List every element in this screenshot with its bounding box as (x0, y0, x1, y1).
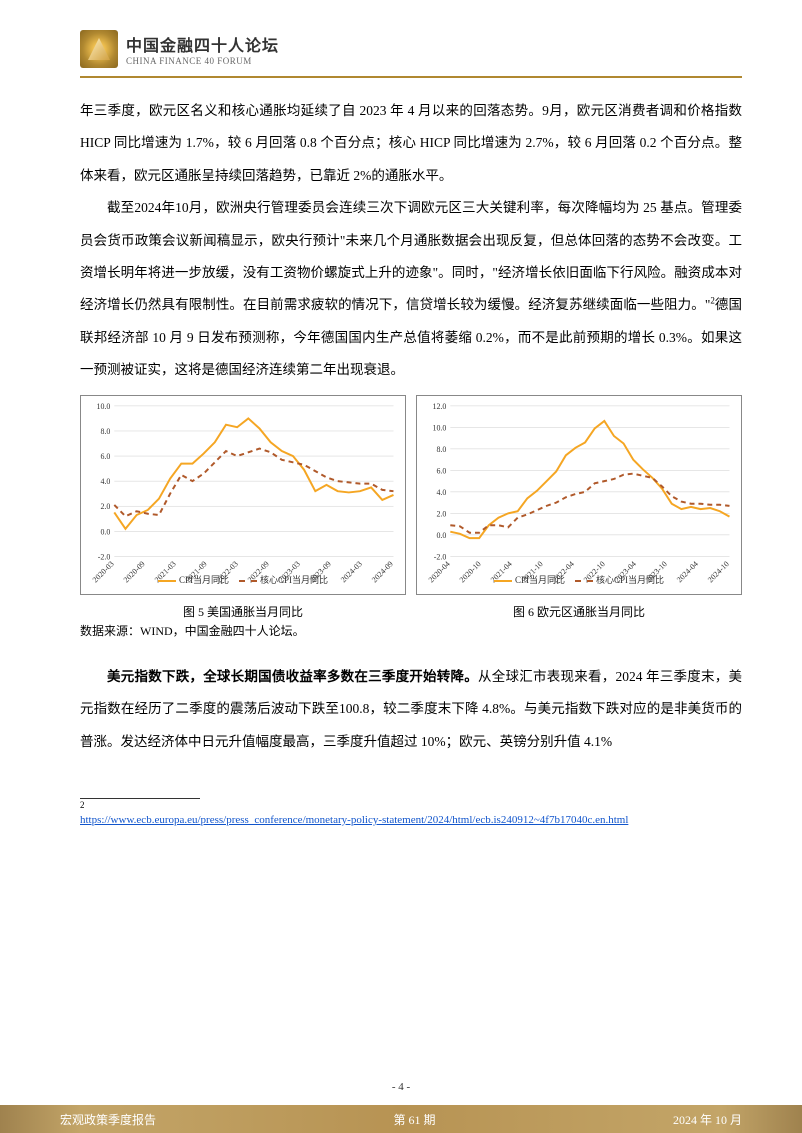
paragraph-2: 截至2024年10月，欧洲央行管理委员会连续三次下调欧元区三大关键利率，每次降幅… (80, 192, 742, 386)
page-footer: 宏观政策季度报告 第 61 期 2024 年 10 月 (0, 1105, 802, 1133)
page-header: 中国金融四十人论坛 CHINA FINANCE 40 FORUM (80, 30, 742, 78)
chart-6-legend: CPI当月同比 核心CPI当月同比 (417, 570, 741, 592)
chart-6-euro-inflation: -2.00.02.04.06.08.010.012.02020-042020-1… (416, 395, 742, 595)
logo-icon (80, 30, 118, 68)
legend-core-cpi: 核心CPI当月同比 (239, 570, 328, 592)
p3-lead: 美元指数下跌，全球长期国债收益率多数在三季度开始转降。 (107, 669, 478, 684)
page-number: - 4 - (0, 1081, 802, 1093)
svg-text:0.0: 0.0 (436, 530, 446, 539)
footer-left: 宏观政策季度报告 (60, 1111, 156, 1128)
svg-text:4.0: 4.0 (436, 487, 446, 496)
legend-cpi-6: CPI当月同比 (494, 570, 565, 592)
svg-text:4.0: 4.0 (100, 477, 110, 486)
footnote-number: 2 (80, 799, 742, 812)
legend-cpi: CPI当月同比 (158, 570, 229, 592)
svg-text:0.0: 0.0 (100, 527, 110, 536)
legend-core-cpi-6: 核心CPI当月同比 (575, 570, 664, 592)
svg-text:8.0: 8.0 (436, 444, 446, 453)
paragraph-3: 美元指数下跌，全球长期国债收益率多数在三季度开始转降。从全球汇市表现来看，202… (80, 661, 742, 758)
p2-part-a: 截至2024年10月，欧洲央行管理委员会连续三次下调欧元区三大关键利率，每次降幅… (80, 200, 742, 312)
svg-text:8.0: 8.0 (100, 426, 110, 435)
chart-5-caption: 图 5 美国通胀当月同比 (80, 603, 406, 622)
chart-5-us-inflation: -2.00.02.04.06.08.010.02020-032020-09202… (80, 395, 406, 595)
footnote-url[interactable]: https://www.ecb.europa.eu/press/press_co… (80, 812, 742, 829)
header-title-en: CHINA FINANCE 40 FORUM (126, 56, 279, 66)
charts-row: -2.00.02.04.06.08.010.02020-032020-09202… (80, 395, 742, 595)
svg-text:2.0: 2.0 (436, 509, 446, 518)
svg-text:2.0: 2.0 (100, 502, 110, 511)
svg-text:6.0: 6.0 (100, 452, 110, 461)
footer-right: 2024 年 10 月 (673, 1111, 742, 1128)
svg-text:12.0: 12.0 (432, 401, 446, 410)
paragraph-1: 年三季度，欧元区名义和核心通胀均延续了自 2023 年 4 月以来的回落态势。9… (80, 95, 742, 192)
svg-text:6.0: 6.0 (436, 466, 446, 475)
footer-center: 第 61 期 (393, 1111, 435, 1128)
header-text: 中国金融四十人论坛 CHINA FINANCE 40 FORUM (126, 32, 279, 66)
svg-text:10.0: 10.0 (96, 401, 110, 410)
header-title-cn: 中国金融四十人论坛 (126, 32, 279, 56)
chart-6-svg: -2.00.02.04.06.08.010.012.02020-042020-1… (417, 396, 741, 594)
chart-5-svg: -2.00.02.04.06.08.010.02020-032020-09202… (81, 396, 405, 594)
page-content: 年三季度，欧元区名义和核心通胀均延续了自 2023 年 4 月以来的回落态势。9… (80, 95, 742, 828)
chart-5-legend: CPI当月同比 核心CPI当月同比 (81, 570, 405, 592)
chart-6-caption: 图 6 欧元区通胀当月同比 (416, 603, 742, 622)
data-source: 数据来源：WIND，中国金融四十人论坛。 (80, 622, 742, 641)
svg-text:10.0: 10.0 (432, 423, 446, 432)
